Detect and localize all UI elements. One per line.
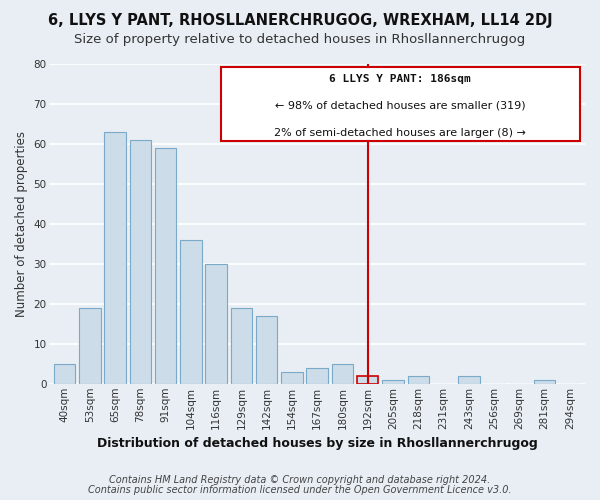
Text: 6, LLYS Y PANT, RHOSLLANERCHRUGOG, WREXHAM, LL14 2DJ: 6, LLYS Y PANT, RHOSLLANERCHRUGOG, WREXH… — [47, 12, 553, 28]
Bar — [281, 372, 303, 384]
Text: Contains HM Land Registry data © Crown copyright and database right 2024.: Contains HM Land Registry data © Crown c… — [109, 475, 491, 485]
Text: Size of property relative to detached houses in Rhosllannerchrugog: Size of property relative to detached ho… — [74, 32, 526, 46]
Y-axis label: Number of detached properties: Number of detached properties — [15, 131, 28, 317]
FancyBboxPatch shape — [221, 67, 580, 140]
Bar — [357, 376, 379, 384]
Text: ← 98% of detached houses are smaller (319): ← 98% of detached houses are smaller (31… — [275, 101, 526, 111]
Bar — [256, 316, 277, 384]
Bar — [458, 376, 479, 384]
Bar — [332, 364, 353, 384]
Text: Contains public sector information licensed under the Open Government Licence v3: Contains public sector information licen… — [88, 485, 512, 495]
Bar — [54, 364, 76, 384]
Bar — [407, 376, 429, 384]
Bar — [130, 140, 151, 384]
Bar — [534, 380, 556, 384]
Bar — [307, 368, 328, 384]
Bar — [205, 264, 227, 384]
Bar — [382, 380, 404, 384]
Bar — [180, 240, 202, 384]
Text: 6 LLYS Y PANT: 186sqm: 6 LLYS Y PANT: 186sqm — [329, 74, 471, 84]
Bar — [104, 132, 126, 384]
Bar — [79, 308, 101, 384]
Bar — [155, 148, 176, 384]
Text: 2% of semi-detached houses are larger (8) →: 2% of semi-detached houses are larger (8… — [274, 128, 526, 138]
Bar — [231, 308, 252, 384]
X-axis label: Distribution of detached houses by size in Rhosllannerchrugog: Distribution of detached houses by size … — [97, 437, 538, 450]
